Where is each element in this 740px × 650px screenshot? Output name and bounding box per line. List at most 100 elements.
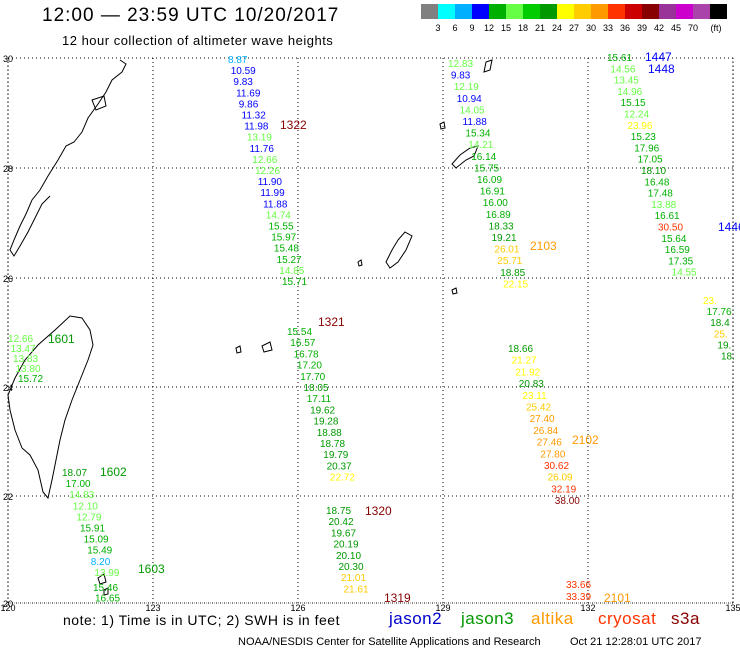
wave-height-value: 18.88 [317, 428, 342, 439]
wave-height-value: 12.19 [454, 82, 479, 93]
satellite-name: jason2 [389, 609, 443, 628]
lon-label: 123 [145, 603, 160, 613]
wave-height-value: 23.96 [627, 121, 652, 132]
legend-label: 18 [517, 23, 528, 33]
wave-height-value: 15.34 [465, 129, 490, 140]
lat-label: 30 [3, 54, 13, 64]
ryukyu-island-3 [261, 341, 273, 353]
wave-height-value: 18. [721, 352, 735, 363]
wave-height-value: 11.76 [250, 144, 275, 155]
wave-height-value: 13.83 [13, 354, 38, 365]
wave-height-value: 14.05 [460, 105, 485, 116]
track-label: 1320 [365, 504, 392, 518]
wave-height-value: 15.15 [621, 98, 646, 109]
lon-label: 132 [580, 603, 595, 613]
legend-swatch [676, 4, 693, 19]
track-label: 1601 [48, 332, 75, 346]
wave-height-value: 12.79 [76, 512, 101, 523]
legend-swatch [472, 4, 489, 19]
wave-height-value: 18.33 [489, 221, 514, 232]
wave-height-value: 16.89 [486, 210, 511, 221]
legend-label: 42 [653, 23, 664, 33]
track-label: 1321 [318, 315, 345, 329]
wave-height-value: 18.85 [500, 268, 525, 279]
japan-island-a [91, 95, 107, 111]
wave-height-value: 22.15 [503, 279, 528, 290]
wave-height-value: 11.90 [258, 177, 283, 188]
legend-swatch [693, 4, 710, 19]
wave-height-value: 13.19 [247, 133, 272, 144]
wave-height-value: 15.23 [631, 132, 656, 143]
legend-label: 12 [483, 23, 494, 33]
wave-height-value: 12.83 [448, 59, 473, 70]
lon-label: 135 [725, 603, 740, 613]
wave-height-value: 18.07 [62, 468, 87, 479]
wave-height-value: 15.97 [271, 233, 296, 244]
wave-height-value: 26.09 [548, 473, 573, 484]
track-label: 1448 [648, 62, 675, 76]
wave-height-value: 22.72 [330, 473, 355, 484]
satellite-name: altika [531, 609, 574, 628]
ryukyu-island-2 [385, 231, 413, 269]
legend-label: 24 [551, 23, 562, 33]
wave-height-value: 15.64 [661, 234, 686, 245]
wave-height-value: 10.59 [231, 66, 256, 77]
wave-height-value: 9.86 [239, 99, 259, 110]
wave-height-value: 18.66 [508, 344, 533, 355]
legend-label: 70 [687, 23, 698, 33]
wave-height-value: 11.32 [242, 111, 267, 122]
legend-swatch [625, 4, 642, 19]
wave-height-value: 14.55 [672, 268, 697, 279]
wave-height-value: 13.47 [11, 344, 36, 355]
wave-height-value: 14.21 [468, 140, 493, 151]
track-label: 1603 [138, 562, 165, 576]
wave-height-value: 17.76 [707, 307, 732, 318]
wave-height-value: 19.28 [313, 417, 338, 428]
legend-swatch [659, 4, 676, 19]
wave-height-value: 11.98 [244, 122, 269, 133]
wave-height-value: 16.09 [477, 175, 502, 186]
wave-height-value: 8.87 [228, 55, 248, 66]
wave-height-value: 11.88 [463, 117, 488, 128]
wave-height-value: 11.88 [263, 199, 288, 210]
wave-height-value: 17.11 [307, 394, 332, 405]
wave-height-value: 12.10 [73, 501, 98, 512]
legend-swatch [642, 4, 659, 19]
wave-height-value: 21.92 [515, 367, 540, 378]
wave-height-value: 19.21 [492, 233, 517, 244]
wave-height-value: 13.45 [614, 76, 639, 87]
legend-swatch [506, 4, 523, 19]
map-frame [7, 57, 734, 604]
track-label: 1602 [100, 465, 127, 479]
legend-swatch [574, 4, 591, 19]
wave-height-value: 18.4 [710, 318, 730, 329]
wave-height-value: 15.61 [607, 53, 632, 64]
wave-height-value: 20.30 [339, 562, 364, 573]
wave-height-value: 21.01 [341, 573, 366, 584]
legend-label: 9 [469, 23, 475, 33]
track-label: 1319 [384, 591, 411, 605]
wave-height-value: 16.57 [290, 338, 315, 349]
wave-height-value: 33.66 [566, 580, 591, 591]
wave-height-value: 21.27 [512, 356, 537, 367]
wave-height-value: 27.46 [537, 438, 562, 449]
wave-height-value: 30.62 [544, 461, 569, 472]
wave-height-value: 15.55 [269, 222, 294, 233]
satellite-name: cryosat [598, 609, 657, 628]
wave-height-value: 15.54 [287, 327, 312, 338]
legend-swatch [523, 4, 540, 19]
wave-height-value: 19. [717, 340, 731, 351]
wave-height-value: 17.70 [300, 372, 325, 383]
ryukyu-island-4 [235, 345, 242, 354]
wave-height-value: 9.83 [451, 71, 471, 82]
wave-height-value: 27.80 [540, 449, 565, 460]
wave-height-value: 20.83 [519, 379, 544, 390]
lat-label: 22 [3, 492, 13, 502]
wave-height-value: 15.46 [93, 583, 118, 594]
wave-height-value: 15.49 [87, 546, 112, 557]
wave-height-value: 18.05 [304, 383, 329, 394]
wave-height-value: 18.78 [320, 439, 345, 450]
